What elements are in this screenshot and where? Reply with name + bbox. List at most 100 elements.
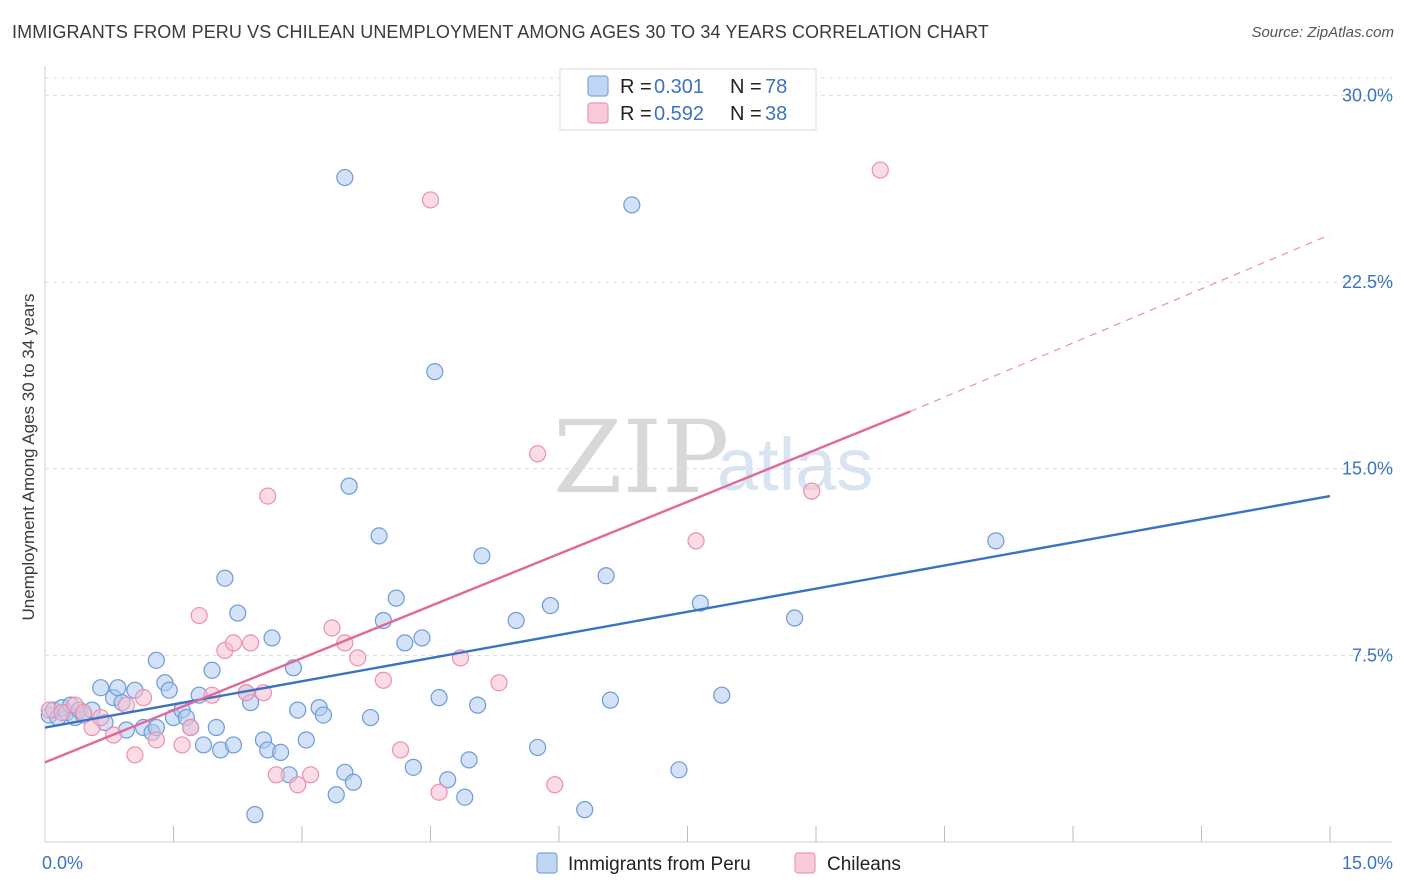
legend-n-value-2: 38: [765, 103, 787, 125]
point-peru-56: [387, 589, 405, 607]
legend-swatch-blue: [587, 75, 609, 97]
point-peru-45: [297, 731, 315, 749]
point-chileans-10: [147, 731, 165, 749]
legend-n-label-2: N =: [730, 103, 762, 125]
point-peru-41: [271, 743, 290, 762]
point-peru-75: [691, 594, 709, 612]
point-chileans-20: [259, 487, 277, 505]
point-peru-33: [224, 736, 243, 754]
series-chileans: [40, 161, 889, 801]
bottom-legend: Immigrants from Peru Chileans: [536, 852, 901, 875]
point-peru-32: [216, 569, 234, 587]
trend-lines: [44, 234, 1331, 764]
point-peru-48: [327, 786, 345, 804]
point-peru-76: [713, 686, 731, 704]
point-peru-59: [413, 629, 431, 647]
point-peru-77: [785, 609, 804, 627]
point-chileans-27: [374, 671, 392, 689]
bottom-legend-swatch-blue: [536, 852, 558, 874]
point-peru-54: [370, 527, 388, 545]
legend-r-label-2: R =: [620, 103, 652, 125]
chart-source: Source: ZipAtlas.com: [1251, 24, 1394, 41]
watermark-zip: ZIP: [553, 399, 729, 516]
bottom-legend-label-peru: Immigrants from Peru: [568, 854, 751, 875]
point-peru-40: [263, 629, 281, 647]
point-peru-10: [92, 679, 110, 697]
point-peru-20: [147, 651, 165, 669]
point-peru-60: [426, 363, 444, 381]
point-chileans-32: [490, 674, 508, 692]
point-peru-29: [203, 661, 221, 679]
bottom-legend-swatch-pink: [794, 852, 816, 874]
point-peru-50: [336, 168, 354, 187]
bottom-legend-label-chileans: Chileans: [827, 854, 901, 875]
chart-title: IMMIGRANTS FROM PERU VS CHILEAN UNEMPLOY…: [12, 22, 990, 42]
point-peru-64: [460, 751, 478, 769]
x-tick-labels: 0.0% 15.0%: [42, 853, 1393, 873]
point-peru-34: [229, 604, 247, 622]
y-tick-label-1: 15.0%: [1342, 459, 1393, 479]
point-chileans-33: [528, 445, 547, 463]
point-peru-44: [289, 701, 307, 719]
point-chileans-35: [687, 532, 705, 550]
y-axis-label: Unemployment Among Ages 30 to 34 years: [19, 294, 38, 621]
point-chileans-34: [546, 776, 564, 794]
legend-r-value-2: 0.592: [654, 103, 704, 125]
point-chileans-13: [190, 606, 208, 625]
point-peru-78: [987, 532, 1005, 550]
point-chileans-12: [182, 718, 200, 737]
point-peru-67: [507, 611, 525, 630]
point-peru-28: [194, 736, 213, 754]
legend-r-label-1: R =: [620, 76, 652, 98]
point-peru-68: [528, 738, 547, 757]
legend-n-value-1: 78: [765, 76, 787, 98]
point-peru-69: [541, 596, 560, 615]
point-peru-53: [361, 708, 380, 727]
point-chileans-30: [430, 783, 448, 801]
point-peru-65: [469, 696, 487, 714]
point-peru-61: [430, 689, 448, 707]
trend-line-peru: [44, 494, 1331, 729]
point-peru-47: [314, 706, 333, 724]
legend-swatch-pink: [587, 102, 609, 124]
trend-line-chileans: [44, 410, 911, 764]
x-tick-label-max: 15.0%: [1342, 853, 1393, 873]
point-peru-51: [340, 477, 358, 495]
point-chileans-24: [323, 619, 341, 637]
point-peru-73: [623, 196, 641, 214]
x-tick-label-min: 0.0%: [42, 853, 83, 873]
point-chileans-8: [126, 746, 144, 764]
point-peru-37: [246, 806, 264, 824]
point-chileans-37: [871, 161, 889, 179]
gridlines: [45, 77, 1392, 656]
point-peru-72: [601, 691, 620, 709]
trend-line-chileans-extrapolated: [910, 234, 1331, 413]
point-chileans-21: [267, 766, 285, 784]
point-peru-22: [160, 681, 178, 699]
point-chileans-23: [301, 766, 320, 784]
legend-r-value-1: 0.301: [654, 76, 704, 98]
point-chileans-1: [53, 703, 71, 722]
point-chileans-18: [242, 634, 260, 652]
point-chileans-3: [74, 703, 93, 722]
point-chileans-22: [289, 776, 307, 794]
point-peru-66: [473, 547, 491, 565]
point-peru-52: [344, 773, 362, 791]
point-peru-71: [597, 567, 615, 585]
legend-n-label-1: N =: [730, 76, 762, 98]
y-tick-label-0: 7.5%: [1352, 645, 1393, 665]
point-chileans-28: [391, 741, 410, 759]
point-peru-58: [404, 758, 422, 776]
legend: R = 0.301 N = 78 R = 0.592 N = 38: [559, 68, 817, 131]
y-tick-label-2: 22.5%: [1342, 272, 1393, 292]
y-tick-label-3: 30.0%: [1342, 85, 1393, 105]
point-chileans-36: [803, 482, 821, 500]
point-peru-74: [670, 761, 688, 779]
point-peru-63: [456, 788, 474, 806]
y-tick-labels: 7.5% 15.0% 22.5% 30.0%: [1342, 85, 1393, 665]
point-peru-57: [396, 634, 414, 652]
point-peru-30: [207, 718, 225, 737]
point-chileans-9: [134, 689, 153, 707]
point-chileans-29: [421, 191, 440, 209]
